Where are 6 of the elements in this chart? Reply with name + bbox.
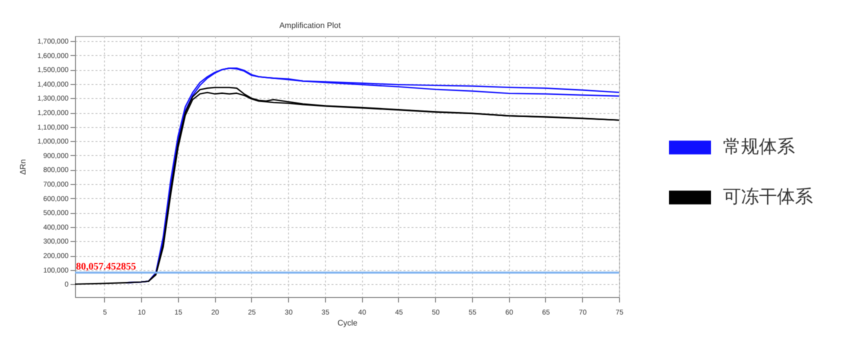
ref-line-label: 80,057.452855	[76, 262, 136, 273]
y-axis-title: ΔRn	[18, 159, 28, 175]
x-axis-title: Cycle	[337, 318, 358, 328]
chart-title: Amplification Plot	[279, 21, 342, 30]
legend-label: 常规体系	[723, 136, 795, 156]
legend-label: 可冻干体系	[723, 186, 813, 206]
